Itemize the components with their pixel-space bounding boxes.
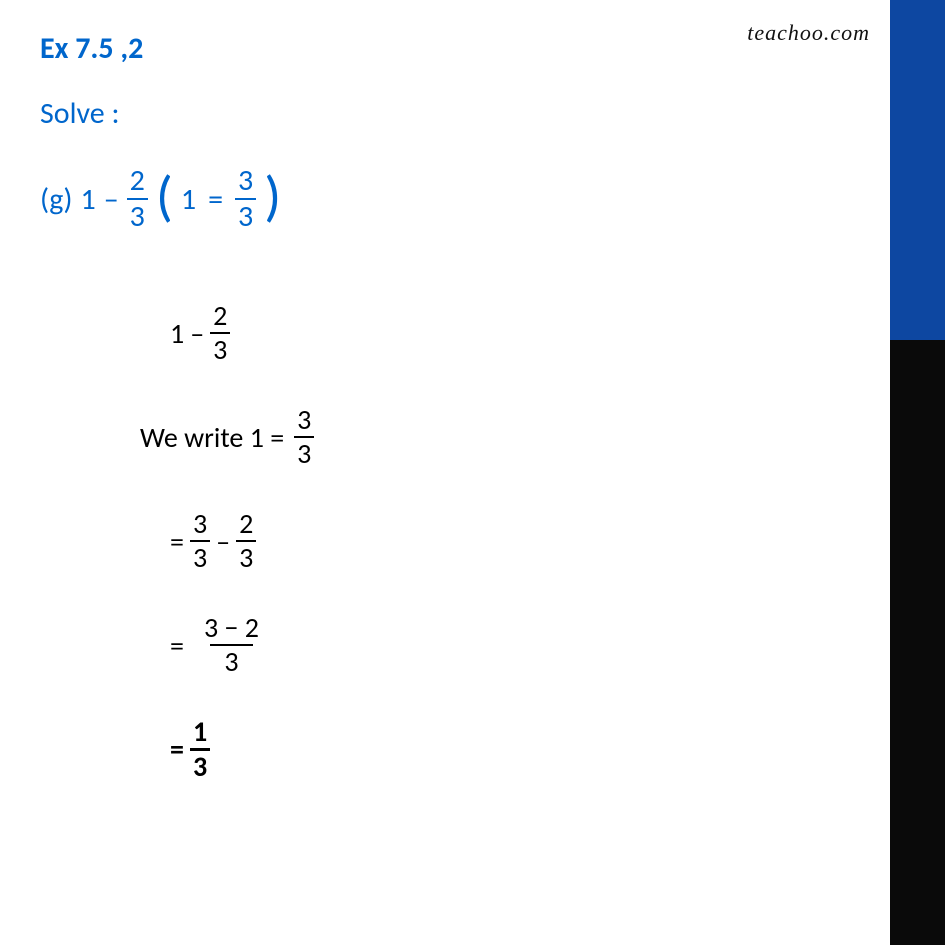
fraction: 2 3 xyxy=(236,510,256,572)
part-label: (g) xyxy=(40,181,72,218)
step-3: = 3 − 2 3 xyxy=(170,614,840,676)
equals-sign: = xyxy=(170,732,184,767)
fraction: 3 − 2 3 xyxy=(190,614,273,676)
solve-label: Solve : xyxy=(40,95,840,132)
step-2: = 3 3 – 2 3 xyxy=(170,510,840,572)
integer: 1 xyxy=(170,316,184,351)
fraction: 3 3 xyxy=(190,510,210,572)
document-content: Ex 7.5 ,2 Solve : (g) 1 – 2 3 ( 1 = 3 3 … xyxy=(0,0,880,853)
watermark-text: teachoo.com xyxy=(747,20,870,46)
denominator: 3 xyxy=(127,198,148,232)
denominator: 3 xyxy=(235,198,256,232)
fraction: 3 3 xyxy=(294,406,314,468)
denominator: 3 xyxy=(236,540,256,572)
step-rewrite: We write 1 = 3 3 xyxy=(140,406,840,468)
explain-text: We write 1 = xyxy=(140,420,284,455)
bar-segment-black xyxy=(890,340,945,945)
paren-integer: 1 xyxy=(181,181,196,218)
numerator: 3 − 2 xyxy=(190,614,273,644)
left-paren: ( xyxy=(156,175,173,220)
denominator: 3 xyxy=(190,540,210,572)
solution-steps: 1 – 2 3 We write 1 = 3 3 = 3 3 – 2 3 xyxy=(170,302,840,781)
minus-sign: – xyxy=(190,316,204,351)
fraction-answer: 1 3 xyxy=(190,718,210,781)
minus-sign: – xyxy=(104,181,119,218)
bar-segment-blue xyxy=(890,0,945,340)
minus-sign: – xyxy=(216,524,230,559)
denominator: 3 xyxy=(190,748,210,781)
exercise-title: Ex 7.5 ,2 xyxy=(40,30,840,67)
step-1: 1 – 2 3 xyxy=(170,302,840,364)
denominator: 3 xyxy=(210,332,230,364)
right-paren: ) xyxy=(264,175,281,220)
problem-statement: (g) 1 – 2 3 ( 1 = 3 3 ) xyxy=(40,166,840,232)
numerator: 3 xyxy=(294,406,314,436)
fraction: 2 3 xyxy=(210,302,230,364)
numerator: 1 xyxy=(190,718,210,748)
integer-one: 1 xyxy=(80,181,95,218)
numerator: 2 xyxy=(127,166,148,198)
side-accent-bar xyxy=(890,0,945,945)
step-answer: = 1 3 xyxy=(170,718,840,781)
equals-sign: = xyxy=(170,628,184,663)
numerator: 3 xyxy=(190,510,210,540)
fraction-2-3: 2 3 xyxy=(127,166,148,232)
numerator: 3 xyxy=(235,166,256,198)
equals-sign: = xyxy=(208,181,223,218)
denominator: 3 xyxy=(210,644,252,676)
fraction-3-3: 3 3 xyxy=(235,166,256,232)
numerator: 2 xyxy=(210,302,230,332)
equals-sign: = xyxy=(170,524,184,559)
denominator: 3 xyxy=(294,436,314,468)
numerator: 2 xyxy=(236,510,256,540)
